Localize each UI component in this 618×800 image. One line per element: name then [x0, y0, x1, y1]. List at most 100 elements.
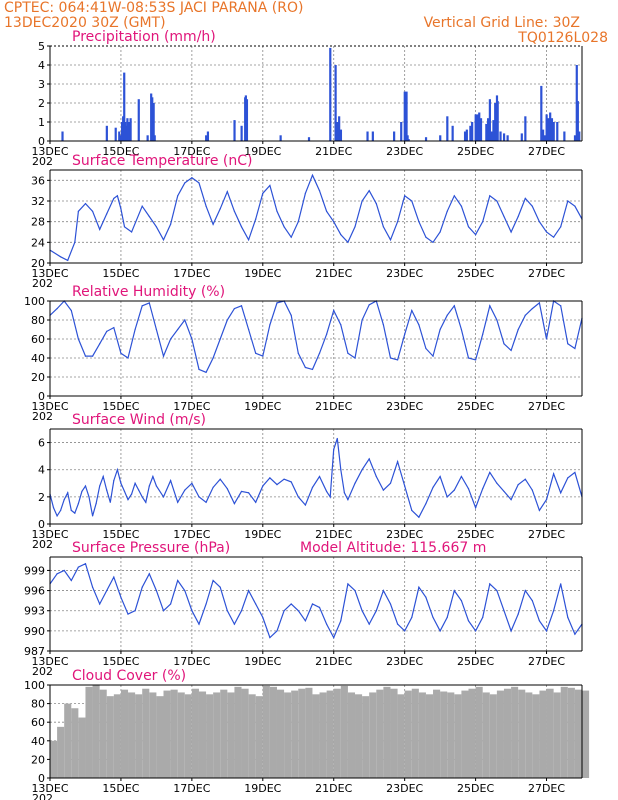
- wind-point: [276, 484, 278, 486]
- temperature-point: [77, 210, 79, 212]
- pressure-point: [418, 586, 420, 588]
- wind-point: [81, 490, 83, 493]
- wind-point: [169, 479, 172, 482]
- humidity-point: [524, 314, 526, 316]
- pressure-point: [162, 610, 165, 612]
- temperature-point: [524, 197, 526, 200]
- temperature-point: [517, 215, 519, 218]
- pressure-point: [496, 589, 498, 592]
- precipitation-xtick-label: 13DEC: [31, 145, 68, 158]
- cloud-cover-ytick-label: 60: [31, 716, 45, 729]
- precipitation-bar: [490, 131, 493, 141]
- precipitation-bar: [578, 131, 581, 141]
- humidity-point: [347, 352, 349, 354]
- cloud-cover-bar: [425, 694, 434, 778]
- wind-point: [184, 489, 186, 491]
- pressure-xtick-label: 19DEC: [244, 655, 281, 668]
- cloud-cover-bar: [447, 692, 455, 778]
- precipitation-bar: [520, 133, 523, 141]
- humidity-point: [503, 343, 505, 345]
- temperature-point: [269, 184, 271, 187]
- precipitation-bar: [137, 99, 140, 141]
- precipitation-bar: [405, 91, 408, 141]
- wind-ytick-label: 4: [38, 464, 45, 477]
- wind-point: [524, 478, 526, 480]
- pressure-point: [155, 589, 157, 592]
- precipitation-xtick-label: 19DEC: [244, 145, 281, 158]
- precipitation-bar: [61, 131, 64, 141]
- pressure-point: [283, 610, 285, 612]
- wind-point: [336, 437, 338, 440]
- pressure-panel: 987 990 993 996 999 13DEC 15DEC 17DEC 19DEC 21DEC…: [24, 540, 583, 678]
- precipitation-xtick-label: 23DEC: [386, 145, 423, 158]
- temperature-point: [553, 236, 555, 238]
- wind-point: [70, 509, 72, 512]
- precipitation-bar: [393, 131, 396, 141]
- precipitation-xtick-label: 25DEC: [457, 145, 494, 158]
- humidity-point: [77, 338, 79, 340]
- wind-point: [475, 507, 477, 509]
- temperature-point: [120, 208, 122, 210]
- pressure-point: [63, 569, 65, 572]
- wind-xtick-label: 17DEC: [173, 528, 210, 541]
- precipitation-bar: [474, 114, 477, 141]
- temperature-panel: 20 24 28 32 36 13DEC 15DEC 17DEC 19DEC 21DEC 23DEC…: [31, 153, 583, 290]
- precipitation-ytick-label: 0: [38, 135, 45, 148]
- humidity-point: [290, 314, 292, 316]
- cloud-cover-ytick-label: 40: [31, 735, 45, 748]
- humidity-point: [91, 355, 94, 357]
- humidity-point: [262, 355, 264, 357]
- wind-point: [99, 485, 101, 487]
- cloud-cover-xtick-label: 13DEC: [31, 782, 68, 795]
- pressure-point: [141, 586, 143, 588]
- wind-point: [361, 469, 363, 471]
- humidity-point: [162, 355, 165, 357]
- precipitation-bar: [371, 131, 374, 141]
- pressure-point: [233, 623, 236, 625]
- pressure-point: [396, 623, 399, 625]
- precipitation-bar: [463, 131, 467, 141]
- temperature-point: [184, 182, 186, 184]
- temperature-point: [545, 231, 548, 233]
- precipitation-ytick-label: 2: [38, 97, 45, 110]
- cloud-cover-bar: [418, 692, 426, 778]
- pressure-point: [460, 600, 463, 602]
- wind-point: [145, 501, 147, 503]
- cloud-cover-bar: [85, 686, 93, 778]
- wind-point: [240, 490, 243, 493]
- humidity-point: [106, 330, 108, 332]
- humidity-point: [120, 352, 122, 354]
- wind-point: [56, 515, 58, 517]
- wind-point: [233, 503, 236, 505]
- precipitation-bar: [153, 135, 156, 141]
- pressure-ytick-label: 996: [24, 585, 45, 598]
- temperature-point: [531, 205, 533, 207]
- precipitation-bar: [492, 120, 495, 141]
- pressure-point: [311, 603, 314, 605]
- humidity-point: [113, 327, 115, 329]
- humidity-ytick-label: 80: [31, 314, 45, 327]
- header-location: CPTEC: 064:41W-08:53S JACI PARANA (RO): [4, 0, 303, 16]
- temperature-point: [106, 213, 108, 215]
- pressure-point: [482, 616, 484, 619]
- cloud-cover-bar: [64, 703, 72, 778]
- pressure-point: [297, 610, 299, 612]
- precipitation-bar: [233, 120, 236, 141]
- pressure-point: [169, 603, 172, 605]
- humidity-point: [340, 324, 342, 326]
- cloud-cover-bar: [142, 688, 150, 778]
- temperature-point: [510, 231, 512, 233]
- wind-point: [63, 498, 65, 501]
- wind-point: [269, 477, 271, 479]
- precipitation-bar: [334, 65, 337, 141]
- precipitation-bar: [240, 125, 243, 141]
- pressure-point: [304, 620, 306, 622]
- cloud-cover-bar: [567, 687, 575, 778]
- humidity-point: [489, 305, 491, 307]
- temperature-point: [446, 210, 448, 212]
- temperature-point: [496, 200, 498, 202]
- humidity-point: [255, 352, 257, 354]
- pressure-point: [134, 610, 136, 612]
- wind-point: [113, 479, 115, 482]
- temperature-point: [375, 202, 377, 205]
